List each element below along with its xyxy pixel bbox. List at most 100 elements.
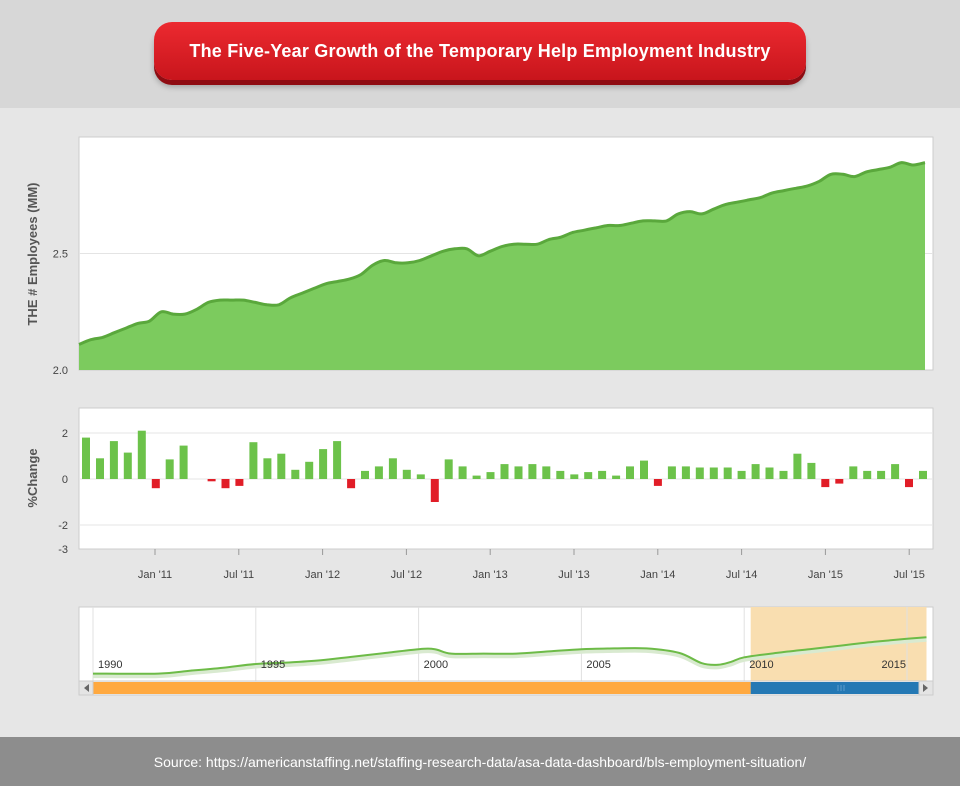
area-y-tick-label: 2.0 (53, 365, 68, 377)
change-bars (82, 430, 927, 502)
change-bar (291, 469, 300, 479)
change-bar (207, 479, 216, 482)
change-bar (249, 442, 258, 479)
change-bar (835, 479, 844, 484)
change-bar (430, 479, 439, 502)
change-bar (653, 479, 662, 486)
change-bar (486, 472, 495, 479)
change-bar (584, 472, 593, 479)
scrollbar-track[interactable] (93, 682, 751, 694)
change-bar (598, 470, 607, 479)
bar-x-tick-label: Jul '14 (726, 569, 757, 581)
change-bar (640, 460, 648, 479)
change-bar (109, 441, 118, 479)
change-bar (333, 441, 342, 479)
change-bar (374, 466, 383, 479)
change-bar (347, 479, 356, 489)
change-bar (542, 466, 551, 479)
change-bar (793, 453, 802, 479)
bar-x-tick-label: Jan '11 (138, 569, 172, 581)
change-bar (500, 464, 509, 479)
chart-title: The Five-Year Growth of the Temporary He… (154, 22, 806, 80)
source-text: Source: https://americanstaffing.net/sta… (153, 753, 807, 770)
change-bar (277, 453, 286, 479)
change-bar (681, 466, 690, 479)
change-bar (570, 474, 579, 479)
area-y-tick-label: 2.5 (53, 249, 68, 261)
bar-x-tick-label: Jul '15 (893, 569, 924, 581)
change-bar (807, 462, 816, 479)
change-bar (137, 430, 146, 479)
bar-x-tick-label: Jan '15 (808, 569, 843, 581)
bar-y-tick-label: 2 (62, 428, 68, 440)
change-bar (723, 467, 732, 479)
area-y-ticks: 2.0 2.5 (53, 249, 68, 378)
change-bar (472, 475, 481, 479)
change-bar (179, 445, 188, 479)
change-bar (891, 464, 900, 479)
change-bar (751, 464, 760, 479)
change-bar (877, 470, 886, 479)
bar-x-tick-label: Jan '12 (305, 569, 340, 581)
change-bar (695, 467, 704, 479)
change-bar (123, 452, 132, 479)
change-bar (458, 466, 467, 479)
change-bar (821, 479, 830, 488)
change-bar (709, 467, 718, 479)
employees-line (78, 161, 926, 346)
bar-x-tick-label: Jul '11 (223, 569, 254, 581)
bar-y-tick-label: -3 (58, 544, 68, 556)
change-bar (737, 470, 746, 479)
navigator-year-label: 1990 (98, 659, 122, 671)
change-bar (514, 466, 523, 479)
bar-x-tick-label: Jan '14 (640, 569, 675, 581)
change-bar (221, 479, 230, 489)
employees-area (79, 162, 925, 370)
change-bar (863, 470, 872, 479)
change-bar (765, 467, 774, 479)
change-bar (849, 466, 858, 479)
change-bar (919, 470, 927, 479)
navigator-line-shadow (92, 636, 927, 679)
change-bar (612, 475, 621, 479)
navigator-year-label: 2000 (424, 659, 448, 671)
change-bar (235, 479, 244, 486)
bar-y-tick-label: -2 (58, 520, 68, 532)
area-y-axis-label: THE # Employees (MM) (25, 182, 40, 325)
change-bar (667, 466, 676, 479)
navigator-year-label: 1995 (261, 659, 285, 671)
arrow-left-icon (84, 684, 89, 692)
scrollbar-thumb-grip (837, 685, 845, 691)
source-footer: Source: https://americanstaffing.net/sta… (0, 737, 960, 786)
change-bar (388, 458, 397, 479)
change-bar (82, 437, 90, 479)
change-bar (96, 458, 104, 479)
change-bar (779, 470, 788, 479)
bar-x-tick-label: Jan '13 (473, 569, 508, 581)
change-bar (626, 466, 634, 479)
bar-x-tick-label: Jul '12 (391, 569, 422, 581)
arrow-right-icon (923, 684, 928, 692)
change-bar (402, 469, 411, 479)
change-bar (263, 458, 272, 479)
navigator-year-label: 2015 (882, 659, 906, 671)
change-bar (905, 479, 913, 488)
navigator-year-label: 2010 (749, 659, 773, 671)
change-bar (556, 470, 565, 479)
navigator-year-gridlines (92, 607, 908, 681)
bar-y-ticks: 2 0 -2 -3 (58, 428, 68, 556)
scrollbar-thumb[interactable] (750, 682, 919, 694)
bar-y-tick-label: 0 (62, 474, 68, 486)
bar-y-axis-label: %Change (25, 448, 40, 507)
navigator-line (92, 636, 927, 675)
change-bar (305, 461, 314, 480)
bar-x-tick-label: Jul '13 (558, 569, 589, 581)
change-bar (528, 464, 537, 479)
change-bar (151, 479, 160, 489)
change-bar (319, 449, 328, 479)
change-bar (361, 470, 369, 479)
navigator-year-labels: 1990 1995 2000 2005 2010 2015 (98, 659, 906, 671)
navigator-year-label: 2005 (586, 659, 610, 671)
change-bar (444, 459, 453, 479)
